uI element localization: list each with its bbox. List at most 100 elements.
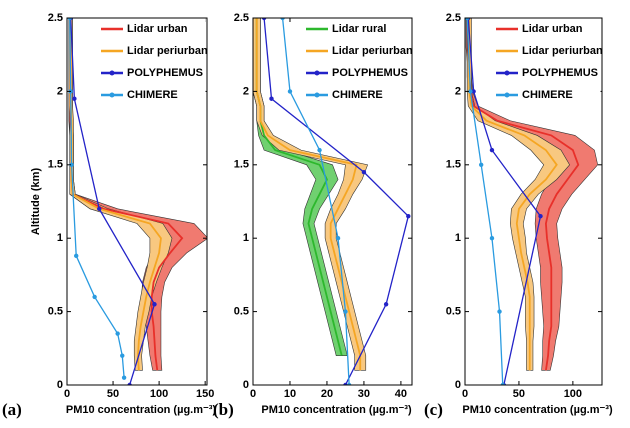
y-tick-label: 1.5 [446,159,461,171]
plot-area [465,18,599,385]
legend-label: CHIMERE [127,89,178,101]
panel-label: (b) [213,400,234,419]
data-point [287,89,293,94]
data-point [127,382,132,385]
legend-label: Lidar urban [522,23,583,35]
x-tick-label: 150 [196,388,214,400]
plot-frame [252,17,413,386]
legend-marker [109,92,115,98]
legend-box [301,18,411,108]
data-point [343,309,348,314]
legend-label: POLYPHEMUS [522,67,598,79]
legend-label: Lidar periurban [127,45,208,57]
y-tick-label: 1 [57,232,63,244]
y-tick-label: 1 [243,232,249,244]
plot-frame [66,17,208,386]
legend-box [491,18,601,108]
y-tick-label: 0.5 [48,306,63,318]
data-point [478,162,484,167]
data-point [92,294,97,300]
y-tick-label: 0.5 [234,306,249,318]
x-tick-label: 40 [395,388,407,400]
panel: 0 0.5 1 1.5 2 2.5 0 50 100 PM10 concentration (µg… [424,12,613,419]
data-point [538,213,543,219]
data-point [346,382,352,385]
data-point [97,206,102,212]
data-point [269,96,274,101]
uncertainty-band [465,18,599,371]
data-point [468,89,473,94]
legend-marker [314,70,320,76]
data-point [497,309,502,314]
data-point [489,147,495,153]
series-line [466,18,504,385]
y-tick-label: 0 [455,379,461,391]
series-line [263,18,410,385]
data-point [406,213,411,219]
legend-label: POLYPHEMUS [127,67,203,79]
legend-marker [314,92,320,98]
panel-label: (c) [424,400,443,419]
series-line [69,18,125,378]
x-tick-label: 20 [321,388,333,400]
x-tick-label: 100 [564,388,582,400]
legend-label: CHIMERE [522,89,573,101]
x-tick-label: 50 [107,388,119,400]
data-point [72,96,77,101]
data-point [69,162,74,167]
legend-label: CHIMERE [332,89,383,101]
y-tick-label: 1 [455,232,461,244]
y-tick-label: 1.5 [48,159,63,171]
x-tick-label: 10 [284,388,296,400]
legend-marker [109,70,115,76]
plot-area [253,18,411,385]
data-point [335,236,341,241]
plot-area [67,18,207,385]
legend-label: Lidar urban [127,23,188,35]
legend-label: Lidar periurban [332,45,413,57]
x-axis-label: PM10 concentration (µg.m⁻³) [66,404,217,416]
data-point [471,89,476,94]
x-tick-label: 0 [64,388,70,400]
legend-marker [504,92,510,98]
data-point [67,18,72,21]
uncertainty-band [253,18,348,356]
data-point [489,236,495,241]
x-tick-label: 50 [513,388,525,400]
panel: 0 0.5 1 1.5 2 2.5 0 10 20 30 40 PM10 concentration … [213,12,413,419]
y-tick-label: 2 [57,85,63,97]
legend-label: Lidar rural [332,23,386,35]
x-axis-label: PM10 concentration (µg.m⁻³) [462,404,613,416]
legend-label: POLYPHEMUS [332,67,408,79]
panel-label: (a) [2,400,22,419]
legend-label: Lidar periurban [522,45,603,57]
data-point [152,302,157,307]
y-tick-label: 0 [243,379,249,391]
data-point [280,18,285,21]
y-tick-label: 2.5 [48,12,63,24]
data-point [115,331,120,336]
y-tick-label: 1.5 [234,159,249,171]
y-tick-label: 2 [455,85,461,97]
uncertainty-band [68,18,173,371]
data-point [121,375,127,380]
x-tick-label: 0 [462,388,468,400]
data-point [120,353,125,358]
data-point [343,382,348,385]
uncertainty-band [466,18,571,371]
data-point [361,169,367,175]
y-tick-label: 2.5 [234,12,249,24]
data-point [500,382,505,385]
data-point [383,302,389,307]
x-tick-label: 30 [358,388,370,400]
panel: 0 0.5 1 1.5 2 2.5 0 50 100 150 PM10 concentration … [2,12,216,419]
x-tick-label: 0 [250,388,256,400]
x-axis-label: PM10 concentration (µg.m⁻³) [261,404,412,416]
data-point [317,147,322,153]
y-tick-label: 2 [243,85,249,97]
legend-marker [504,70,510,76]
y-tick-label: 0.5 [446,306,461,318]
series-line [255,18,362,371]
plot-frame [464,17,603,386]
data-point [261,18,267,21]
